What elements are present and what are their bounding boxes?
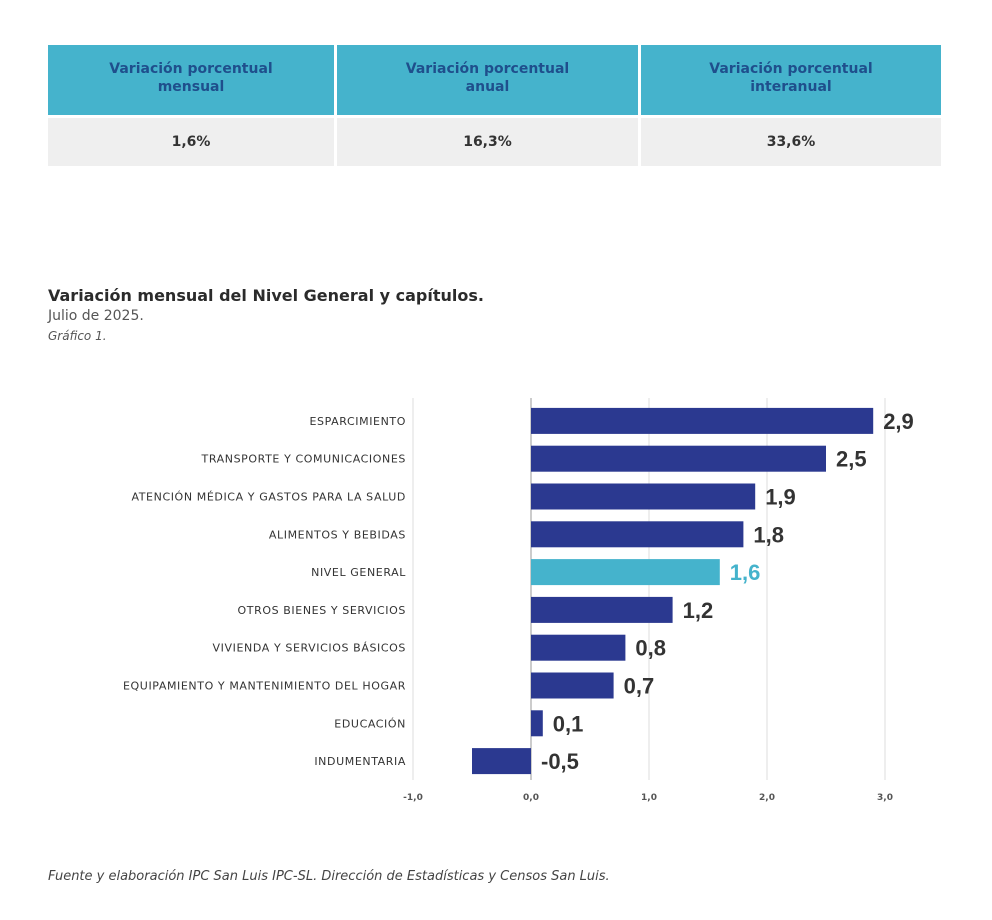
- value-label: 1,2: [683, 598, 714, 623]
- category-label: OTROS BIENES Y SERVICIOS: [238, 604, 406, 617]
- summary-value-mensual: 1,6%: [48, 118, 334, 166]
- value-label: 1,8: [753, 522, 784, 547]
- category-label: NIVEL GENERAL: [311, 566, 406, 579]
- x-tick-label: 1,0: [641, 793, 657, 803]
- value-label: 0,7: [624, 674, 655, 699]
- bar: [531, 596, 673, 623]
- category-label: INDUMENTARIA: [314, 755, 406, 768]
- bar: [531, 445, 826, 472]
- category-label: EQUIPAMIENTO Y MANTENIMIENTO DEL HOGAR: [123, 680, 406, 693]
- category-label: TRANSPORTE Y COMUNICACIONES: [201, 453, 406, 466]
- category-label: EDUCACIÓN: [334, 717, 406, 730]
- value-label: -0,5: [541, 749, 579, 774]
- bar: [531, 407, 874, 434]
- bar: [531, 710, 543, 737]
- value-label: 1,6: [730, 560, 761, 585]
- bar: [472, 748, 531, 775]
- chart-note: Gráfico 1.: [48, 329, 107, 343]
- value-label: 2,5: [836, 447, 867, 472]
- x-tick-label: 0,0: [523, 793, 539, 803]
- value-label: 0,1: [553, 711, 584, 736]
- x-tick-label: 3,0: [877, 793, 893, 803]
- summary-value-anual: 16,3%: [337, 118, 638, 166]
- bar-chart: -1,0 0,0 1,0 2,0 3,0 ESPARCIMIENTO 2,9 TRANSPOR…: [123, 398, 914, 803]
- bar: [531, 521, 744, 548]
- summary-table: Variación porcentual mensual Variación p…: [48, 45, 941, 166]
- bar: [531, 634, 626, 661]
- category-label: ESPARCIMIENTO: [310, 415, 407, 428]
- chart-title: Variación mensual del Nivel General y ca…: [48, 286, 484, 305]
- category-label: VIVIENDA Y SERVICIOS BÁSICOS: [213, 642, 406, 655]
- chart-subtitle: Julio de 2025.: [48, 308, 144, 324]
- summary-value-interanual: 33,6%: [641, 118, 941, 166]
- summary-header-anual: Variación porcentual anual: [337, 45, 638, 115]
- category-label: ALIMENTOS Y BEBIDAS: [269, 528, 406, 541]
- summary-header-mensual: Variación porcentual mensual: [48, 45, 334, 115]
- bar: [531, 483, 756, 510]
- category-label: ATENCIÓN MÉDICA Y GASTOS PARA LA SALUD: [131, 491, 406, 504]
- value-label: 1,9: [765, 485, 796, 510]
- x-tick-label: 2,0: [759, 793, 775, 803]
- value-label: 2,9: [883, 409, 914, 434]
- bar: [531, 559, 720, 586]
- bar: [531, 672, 614, 699]
- value-label: 0,8: [635, 636, 666, 661]
- summary-header-interanual: Variación porcentual interanual: [641, 45, 941, 115]
- source-footer: Fuente y elaboración IPC San Luis IPC-SL…: [48, 869, 610, 884]
- x-tick-label: -1,0: [403, 793, 423, 803]
